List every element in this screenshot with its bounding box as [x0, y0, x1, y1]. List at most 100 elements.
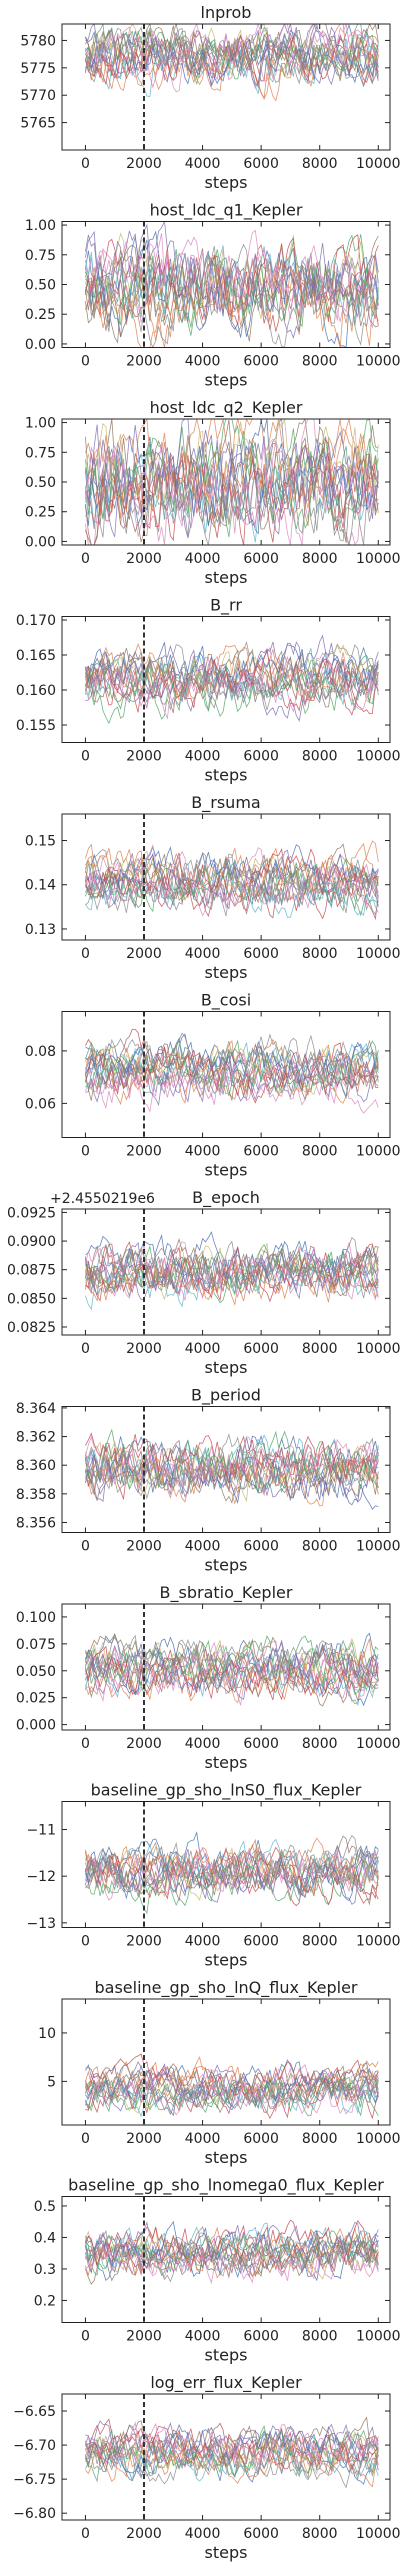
walker-trace-13	[85, 2429, 379, 2471]
walker-trace-14	[85, 849, 379, 908]
x-tick-label: 4000	[185, 2329, 221, 2345]
y-tick-label: 5765	[20, 116, 56, 132]
panel-5: B_cosi 0.06 0.08 0 2000 4000 6000 8000 10000 step…	[25, 991, 401, 1180]
x-tick-label: 6000	[243, 2329, 279, 2345]
x-tick-label: 10000	[356, 1144, 401, 1160]
panel-title: log_err_flux_Kepler	[150, 2373, 302, 2393]
walker-traces	[85, 2053, 379, 2120]
panel-2: host_ldc_q2_Kepler 0.00 0.25 0.50 0.75 1.00 0 2…	[25, 398, 401, 587]
x-tick-label: 0	[81, 2526, 90, 2542]
y-tick-label: 5780	[20, 33, 56, 49]
y-tick-label: 0.0925	[7, 1205, 56, 1221]
x-tick-label: 0	[81, 354, 90, 370]
x-tick-label: 0	[81, 1736, 90, 1752]
y-tick-label: 0.170	[16, 613, 56, 629]
walker-trace-4	[85, 1644, 379, 1700]
walker-trace-17	[85, 440, 379, 545]
plot-frame	[61, 1011, 391, 1138]
x-tick-label: 10000	[356, 749, 401, 765]
x-tick-label: 2000	[126, 2329, 162, 2345]
x-tick-label: 10000	[356, 946, 401, 962]
walker-trace-12	[85, 862, 379, 912]
x-tick-label: 6000	[243, 1934, 279, 1950]
walker-traces	[85, 2219, 379, 2285]
x-tick-label: 8000	[302, 2526, 338, 2542]
walker-traces	[85, 1428, 379, 1511]
x-tick-label: 0	[81, 1934, 90, 1950]
x-tick-label: 6000	[243, 2131, 279, 2147]
walker-trace-13	[85, 1432, 379, 1484]
x-tick-label: 10000	[356, 2526, 401, 2542]
x-tick-label: 4000	[185, 354, 221, 370]
walker-trace-11	[85, 2232, 379, 2279]
walker-trace-17	[85, 1032, 379, 1089]
x-tick-label: 8000	[302, 1341, 338, 1357]
y-tick-label: 5770	[20, 88, 56, 104]
walker-traces	[85, 1831, 379, 1915]
walker-trace-8	[85, 2430, 379, 2475]
y-tick-label: −12	[26, 1869, 56, 1885]
walker-trace-16	[85, 1436, 379, 1487]
walker-trace-13	[85, 847, 379, 908]
y-tick-label: 0.160	[16, 683, 56, 699]
x-tick-label: 6000	[243, 946, 279, 962]
x-tick-label: 0	[81, 1144, 90, 1160]
plot-frame	[61, 813, 391, 941]
x-tick-label: 2000	[126, 2526, 162, 2542]
y-tick-label: 8.362	[16, 1430, 56, 1446]
walker-trace-6	[85, 2064, 379, 2107]
walker-trace-17	[85, 2226, 379, 2283]
panel-title: lnprob	[201, 3, 252, 22]
x-tick-label: 2000	[126, 1934, 162, 1950]
walker-trace-14	[85, 33, 379, 86]
walker-trace-17	[85, 2075, 379, 2115]
x-tick-label: 6000	[243, 156, 279, 172]
x-tick-label: 0	[81, 2131, 90, 2147]
walker-trace-15	[85, 647, 379, 700]
walker-trace-13	[85, 2053, 379, 2101]
y-tick-label: −13	[26, 1916, 56, 1932]
walker-trace-16	[85, 2239, 379, 2284]
panel-8: B_sbratio_Kepler 0.000 0.025 0.050 0.075 0.10…	[16, 1583, 401, 1772]
x-tick-label: 2000	[126, 1539, 162, 1555]
x-tick-label: 4000	[185, 2131, 221, 2147]
panel-title: host_ldc_q1_Kepler	[150, 201, 303, 221]
walker-trace-15	[85, 24, 379, 75]
y-tick-label: 0.0900	[7, 1234, 56, 1250]
walker-traces	[85, 1028, 379, 1114]
walker-traces	[85, 1231, 379, 1311]
walker-trace-7	[85, 1634, 379, 1684]
walker-traces	[85, 840, 379, 921]
walker-trace-16	[85, 1847, 379, 1901]
x-tick-label: 4000	[185, 749, 221, 765]
x-tick-label: 8000	[302, 946, 338, 962]
walker-trace-10	[85, 438, 379, 535]
x-tick-label: 4000	[185, 551, 221, 567]
x-tick-label: 2000	[126, 2131, 162, 2147]
panel-title: baseline_gp_sho_lnomega0_flux_Kepler	[68, 2176, 384, 2196]
y-tick-label: 8.360	[16, 1458, 56, 1474]
walker-trace-15	[85, 1439, 379, 1502]
y-tick-label: 0.0850	[7, 1291, 56, 1307]
x-tick-label: 8000	[302, 2329, 338, 2345]
walker-trace-17	[85, 243, 379, 348]
walker-traces	[85, 634, 379, 725]
x-tick-label: 8000	[302, 551, 338, 567]
walker-traces	[85, 419, 379, 545]
walker-trace-15	[85, 854, 379, 908]
x-tick-label: 10000	[356, 1736, 401, 1752]
walker-trace-13	[85, 1645, 379, 1701]
x-axis-label: steps	[205, 1951, 248, 1970]
panel-6: B_epoch +2.4550219e6 0.0825 0.0850 0.0875 0.0…	[7, 1188, 401, 1377]
walker-trace-12	[85, 2230, 379, 2273]
x-tick-label: 10000	[356, 1934, 401, 1950]
y-tick-label: 0.75	[25, 445, 56, 461]
panel-title: B_epoch	[192, 1188, 260, 1208]
x-tick-label: 8000	[302, 2131, 338, 2147]
y-tick-label: 0.050	[16, 1664, 56, 1680]
x-tick-label: 2000	[126, 1144, 162, 1160]
y-tick-label: 0.08	[25, 1044, 56, 1060]
walker-trace-15	[85, 1652, 379, 1707]
panel-1: host_ldc_q1_Kepler 0.00 0.25 0.50 0.75 1.00 0 2…	[25, 201, 401, 390]
